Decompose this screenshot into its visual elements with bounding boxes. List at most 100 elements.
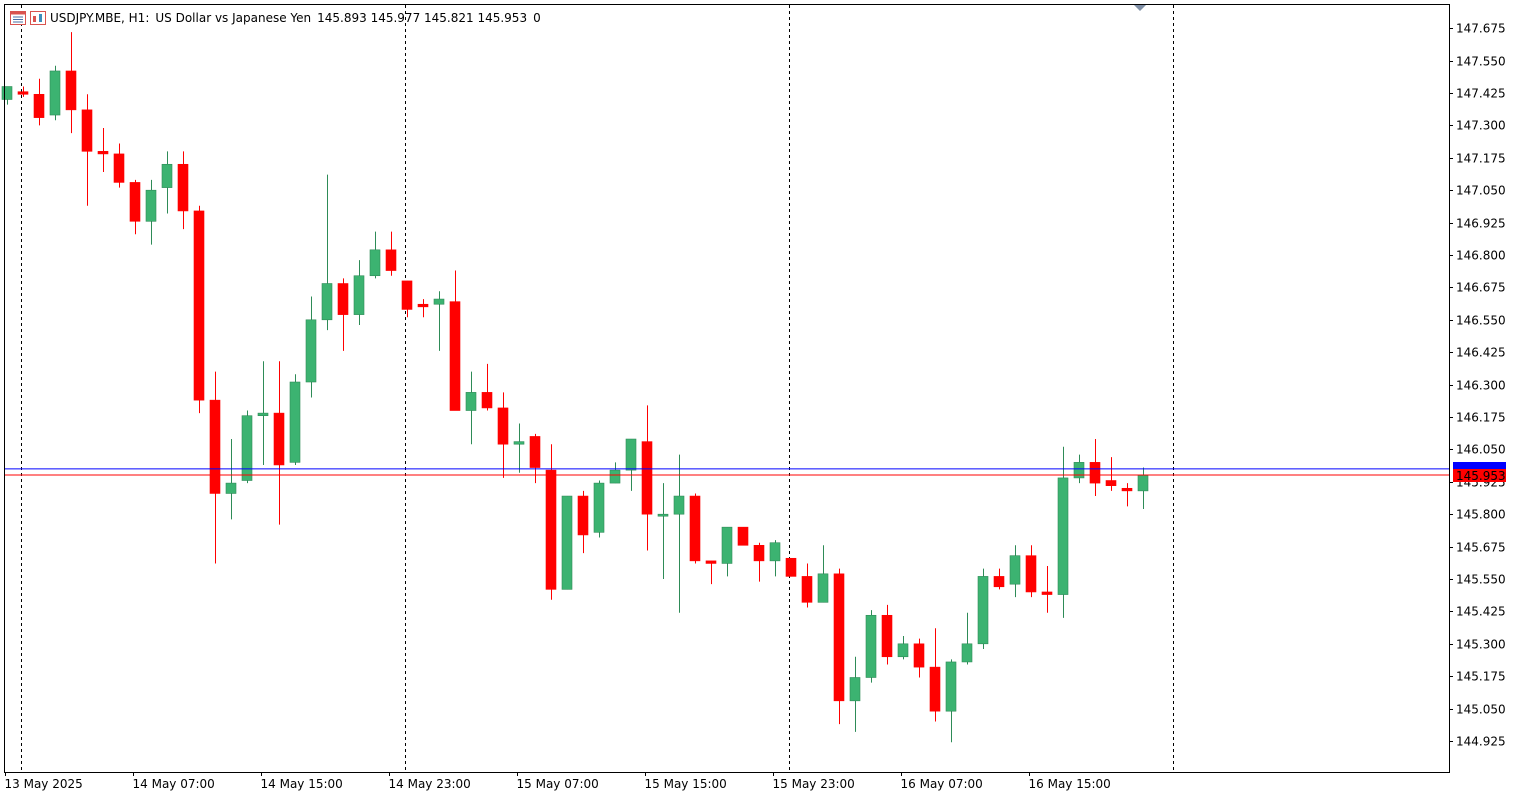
candle[interactable] — [321, 174, 333, 331]
indicator-list-icon[interactable] — [30, 11, 46, 25]
candle[interactable] — [577, 490, 589, 554]
candle[interactable] — [897, 636, 909, 660]
candle-body-bear — [65, 70, 77, 111]
time-axis[interactable]: 13 May 2025 14 May 07:00 14 May 15:00 14 Ma… — [5, 772, 1111, 791]
candle-body-bull — [721, 526, 733, 564]
candle[interactable] — [657, 483, 669, 579]
volume-value: 0 — [533, 11, 541, 25]
candle[interactable] — [177, 151, 189, 230]
candle-body-bull — [465, 392, 477, 411]
candle[interactable] — [545, 444, 557, 600]
candle[interactable] — [753, 542, 765, 582]
candle-body-bear — [481, 392, 493, 409]
candle[interactable] — [209, 371, 221, 564]
candle-body-bear — [417, 303, 429, 308]
candle[interactable] — [737, 526, 749, 546]
candle[interactable] — [929, 628, 941, 722]
candle[interactable] — [449, 270, 461, 411]
candle[interactable] — [113, 143, 125, 188]
candle[interactable] — [33, 78, 45, 126]
candle[interactable] — [97, 127, 109, 173]
candle[interactable] — [161, 151, 173, 214]
candle[interactable] — [1041, 566, 1053, 613]
candle[interactable] — [337, 278, 349, 351]
candle[interactable] — [433, 291, 445, 351]
chart-window-icon[interactable] — [10, 11, 26, 25]
candle[interactable] — [225, 439, 237, 520]
candle[interactable] — [721, 526, 733, 577]
candle[interactable] — [641, 405, 653, 551]
candle[interactable] — [65, 32, 77, 134]
candle-body-bull — [321, 283, 333, 321]
y-tick-label: 147.300 — [1456, 119, 1506, 133]
x-tick-label: 16 May 15:00 — [1029, 777, 1111, 791]
candle[interactable] — [801, 563, 813, 608]
candle[interactable] — [1025, 545, 1037, 598]
candle[interactable] — [769, 540, 781, 577]
candle[interactable] — [81, 94, 93, 206]
candle[interactable] — [385, 231, 397, 276]
candle[interactable] — [913, 638, 925, 678]
candle[interactable] — [593, 480, 605, 538]
candle[interactable] — [1105, 457, 1117, 491]
candle[interactable] — [241, 410, 253, 484]
candle[interactable] — [945, 659, 957, 743]
price-axis[interactable]: 147.675 147.550 147.425 147.300 147.175 147.0… — [1449, 22, 1506, 749]
candle-body-bull — [353, 275, 365, 315]
candle[interactable] — [273, 361, 285, 525]
candle[interactable] — [1121, 483, 1133, 507]
candle[interactable] — [833, 568, 845, 725]
symbol-timeframe: USDJPY.MBE, H1: — [50, 11, 150, 25]
candle[interactable] — [465, 371, 477, 445]
candle[interactable] — [401, 280, 413, 318]
scroll-shift-marker[interactable] — [1134, 5, 1146, 11]
candle[interactable] — [1, 86, 13, 105]
candle[interactable] — [193, 205, 205, 414]
candle[interactable] — [609, 462, 621, 484]
candle-body-bull — [977, 576, 989, 645]
candle[interactable] — [993, 568, 1005, 590]
candle[interactable] — [289, 374, 301, 465]
candle[interactable] — [17, 86, 29, 97]
candle-body-bear — [577, 495, 589, 536]
plot-frame — [4, 4, 1450, 773]
candle[interactable] — [497, 392, 509, 478]
candle-body-bull — [145, 189, 157, 222]
candle[interactable] — [1009, 545, 1021, 598]
candle[interactable] — [705, 560, 717, 585]
candle[interactable] — [881, 604, 893, 665]
x-tick-label: 13 May 2025 — [5, 777, 83, 791]
candle[interactable] — [561, 495, 573, 590]
candle-body-bear — [449, 301, 461, 411]
candle[interactable] — [369, 231, 381, 279]
candle-body-bull — [513, 441, 525, 445]
candle[interactable] — [977, 568, 989, 649]
candle[interactable] — [1089, 439, 1101, 497]
y-tick-label: 145.300 — [1456, 638, 1506, 652]
candle[interactable] — [257, 361, 269, 465]
candle[interactable] — [849, 656, 861, 732]
candle[interactable] — [817, 545, 829, 603]
candle[interactable] — [417, 299, 429, 318]
candle[interactable] — [625, 438, 637, 491]
candle-body-bull — [561, 495, 573, 590]
candle[interactable] — [689, 493, 701, 564]
candle[interactable] — [865, 610, 877, 683]
candle[interactable] — [785, 557, 797, 577]
candle[interactable] — [129, 179, 141, 235]
candle[interactable] — [673, 454, 685, 613]
candle[interactable] — [961, 612, 973, 665]
candle[interactable] — [145, 179, 157, 245]
candle-body-bull — [161, 163, 173, 188]
candle[interactable] — [353, 260, 365, 325]
candle-body-bear — [737, 526, 749, 546]
candle-body-bull — [609, 469, 621, 484]
candle-body-bear — [913, 643, 925, 668]
candle-body-bull — [865, 614, 877, 678]
x-tick-label: 15 May 07:00 — [517, 777, 599, 791]
candle[interactable] — [513, 423, 525, 473]
candle[interactable] — [49, 65, 61, 121]
candle[interactable] — [305, 296, 317, 398]
candle[interactable] — [481, 363, 493, 411]
